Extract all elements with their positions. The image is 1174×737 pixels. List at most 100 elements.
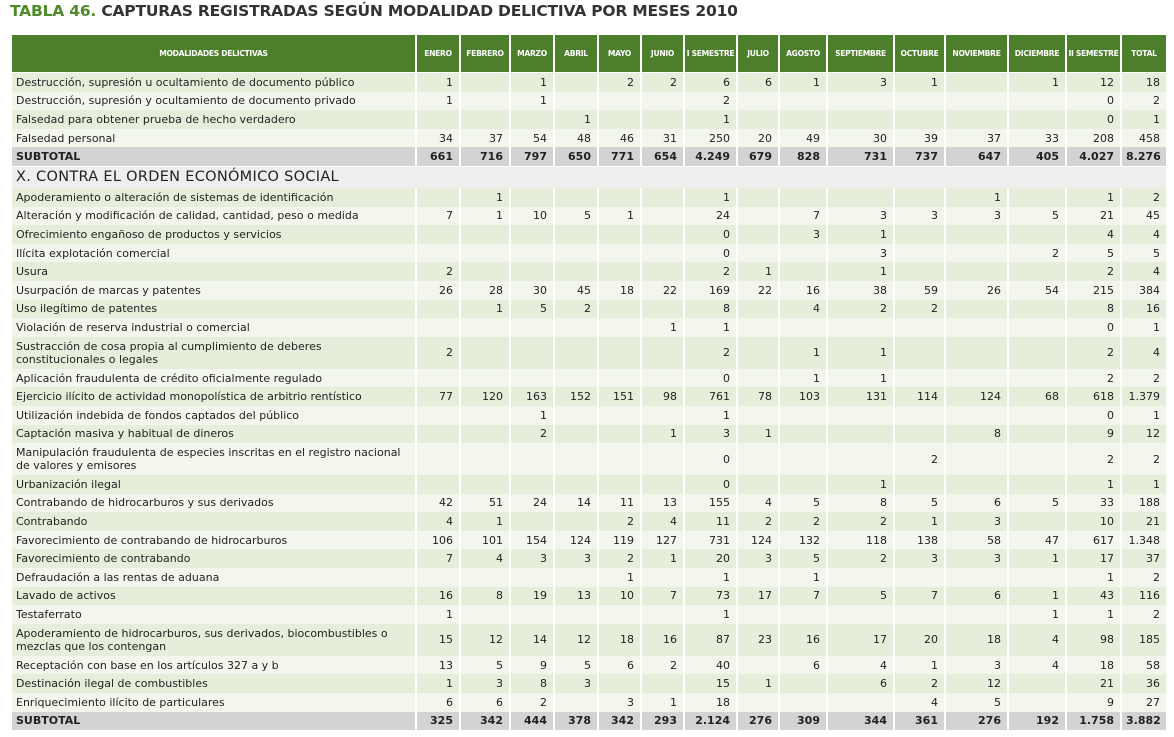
cell: 33 (1065, 493, 1122, 513)
cell: 4.249 (683, 147, 738, 167)
cell: 2 (683, 262, 738, 281)
cell (459, 318, 511, 337)
cell (415, 187, 461, 207)
cell: 1 (683, 405, 738, 425)
column-header: JULIO (736, 35, 780, 73)
cell: 16 (640, 623, 685, 656)
cell: 5 (1120, 243, 1168, 263)
cell: 208 (1065, 128, 1122, 148)
cell: 5 (778, 549, 828, 569)
cell (553, 443, 599, 476)
cell: 9 (1065, 424, 1122, 444)
cell: 1 (1120, 475, 1168, 494)
cell (509, 443, 555, 476)
cell (553, 605, 599, 624)
cell: 5 (509, 299, 555, 319)
cell: 617 (1065, 530, 1122, 550)
cell: 361 (893, 711, 946, 732)
cell: 18 (597, 623, 642, 656)
cell: 342 (597, 711, 642, 732)
table-row: Destinación ilegal de combustibles 1 3 8 3 15… (10, 674, 1168, 694)
cell: 444 (509, 711, 555, 732)
cell: 1 (415, 72, 461, 92)
cell: 1 (459, 206, 511, 226)
cell: 250 (683, 128, 738, 148)
cell: 0 (1065, 318, 1122, 337)
cell: 4 (1065, 225, 1122, 244)
cell: 0 (1065, 110, 1122, 129)
cell (640, 405, 685, 425)
cell (736, 187, 780, 207)
cell (1007, 262, 1067, 281)
cell: 2.124 (683, 711, 738, 732)
cell (778, 405, 828, 425)
cell (778, 243, 828, 263)
cell: 737 (893, 147, 946, 167)
cell: 0 (683, 243, 738, 263)
cell (944, 568, 1009, 587)
cell: 6 (736, 72, 780, 92)
cell (826, 318, 895, 337)
cell: 54 (509, 128, 555, 148)
cell: 5 (459, 655, 511, 675)
cell: 1 (640, 318, 685, 337)
cell (640, 368, 685, 388)
cell (944, 299, 1009, 319)
column-header: I SEMESTRE (683, 35, 738, 73)
cell: 5 (826, 586, 895, 606)
cell: 1 (826, 225, 895, 244)
cell: 23 (736, 623, 780, 656)
table-row: Defraudación a las rentas de aduana 1 1 1 1 2 (10, 568, 1168, 587)
cell: 6 (459, 693, 511, 712)
row-label: Favorecimiento de contrabando (10, 549, 417, 569)
cell: 17 (736, 586, 780, 606)
table-row: Destrucción, supresión u ocultamiento de… (10, 72, 1168, 92)
cell: 18 (1120, 72, 1168, 92)
cell (736, 693, 780, 712)
row-label: Apoderamiento de hidrocarburos, sus deri… (10, 623, 417, 656)
cell (553, 693, 599, 712)
cell (459, 443, 511, 476)
cell: 1 (736, 424, 780, 444)
cell (1007, 405, 1067, 425)
cell (736, 225, 780, 244)
cell (778, 674, 828, 694)
table-row: Utilización indebida de fondos captados … (10, 405, 1168, 425)
cell (893, 475, 946, 494)
cell (640, 299, 685, 319)
cell: 155 (683, 493, 738, 513)
cell: 15 (683, 674, 738, 694)
table-row: Favorecimiento de contrabando 7 4 3 3 2 1 20 3 5 2… (10, 549, 1168, 569)
cell (553, 336, 599, 369)
cell (736, 206, 780, 226)
cell: 5 (553, 206, 599, 226)
cell: 2 (893, 443, 946, 476)
cell: 68 (1007, 387, 1067, 406)
cell (736, 91, 780, 111)
cell: 0 (683, 443, 738, 476)
row-label: Falsedad para obtener prueba de hecho ve… (10, 110, 417, 129)
table-row: Ilícita explotación comercial 0 3 2 5 5 (10, 243, 1168, 263)
table-row: Uso ilegítimo de patentes 1 5 2 8 4 2 2 8 16 (10, 299, 1168, 319)
cell: 2 (597, 72, 642, 92)
column-header: DICIEMBRE (1007, 35, 1067, 73)
cell: 14 (509, 623, 555, 656)
cell: 106 (415, 530, 461, 550)
table-row: Usurpación de marcas y patentes 26 28 30 45 1… (10, 280, 1168, 300)
column-header: MODALIDADES DELICTIVAS (10, 35, 417, 73)
cell: 2 (1065, 336, 1122, 369)
cell: 2 (683, 336, 738, 369)
row-label: Urbanización ilegal (10, 475, 417, 494)
cell (509, 475, 555, 494)
cell: 4 (778, 299, 828, 319)
cell: 828 (778, 147, 828, 167)
cell: 73 (683, 586, 738, 606)
cell (415, 368, 461, 388)
cell: 3 (826, 72, 895, 92)
cell: 2 (597, 512, 642, 531)
cell: 2 (597, 549, 642, 569)
cell: 2 (1120, 187, 1168, 207)
cell (459, 91, 511, 111)
cell: 1 (893, 655, 946, 675)
cell: 3 (893, 206, 946, 226)
